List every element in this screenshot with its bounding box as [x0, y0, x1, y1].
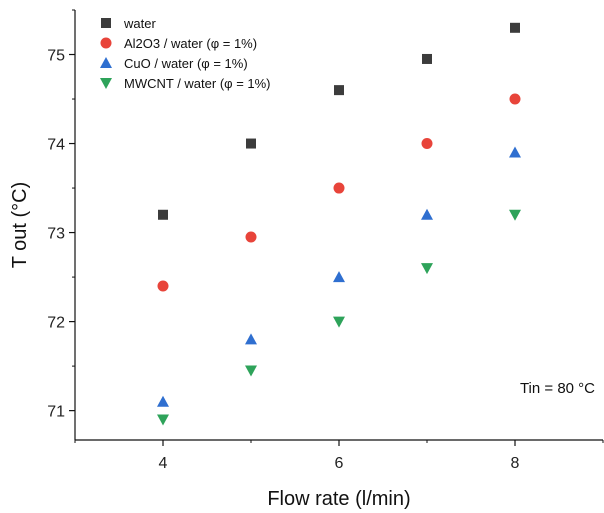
data-point	[246, 138, 256, 149]
data-point	[421, 138, 433, 150]
legend: water Al2O3 / water (φ = 1%) CuO / water (…	[100, 16, 271, 91]
y-tick-label: 75	[47, 48, 65, 65]
legend-item: water	[101, 16, 156, 31]
legend-marker	[100, 78, 112, 89]
y-axis-title: T out (°C)	[9, 182, 31, 269]
data-point	[157, 395, 169, 407]
legend-item: CuO / water (φ = 1%)	[100, 56, 248, 71]
data-point	[157, 280, 169, 292]
series-layer	[157, 22, 521, 426]
x-tick-label: 8	[511, 455, 520, 472]
data-point	[333, 316, 345, 328]
data-point	[421, 263, 433, 275]
series-1	[157, 93, 521, 292]
data-point	[157, 414, 169, 426]
series-0	[158, 22, 520, 220]
y-axis: 71 72 73 74 75	[47, 9, 75, 421]
data-point	[509, 146, 521, 158]
data-point	[509, 93, 521, 105]
legend-item: Al2O3 / water (φ = 1%)	[100, 36, 257, 51]
legend-item: MWCNT / water (φ = 1%)	[100, 76, 271, 91]
legend-marker	[100, 57, 112, 68]
series-3	[157, 209, 521, 426]
data-point	[245, 231, 257, 243]
legend-label: CuO / water (φ = 1%)	[124, 56, 248, 71]
x-tick-label: 4	[159, 455, 168, 472]
y-tick-label: 72	[47, 315, 65, 332]
data-point	[333, 271, 345, 283]
legend-label: Al2O3 / water (φ = 1%)	[124, 36, 257, 51]
x-tick-label: 6	[335, 455, 344, 472]
data-point	[421, 208, 433, 220]
annotation-tin: Tin = 80 °C	[520, 380, 595, 397]
y-tick-label: 74	[47, 137, 65, 154]
x-axis: 4 6 8	[74, 440, 604, 472]
data-point	[333, 182, 345, 194]
y-tick-label: 73	[47, 226, 65, 243]
data-point	[510, 22, 520, 33]
legend-label: water	[123, 16, 156, 31]
data-point	[509, 209, 521, 221]
data-point	[245, 365, 257, 377]
data-point	[422, 53, 432, 64]
plot-frame	[74, 10, 603, 441]
x-axis-title: Flow rate (l/min)	[267, 488, 410, 510]
data-point	[334, 85, 344, 96]
data-point	[158, 209, 168, 220]
series-2	[157, 146, 521, 407]
legend-marker	[101, 18, 111, 28]
legend-label: MWCNT / water (φ = 1%)	[124, 76, 271, 91]
y-tick-label: 71	[47, 404, 65, 421]
data-point	[245, 333, 257, 345]
legend-marker	[100, 37, 112, 49]
